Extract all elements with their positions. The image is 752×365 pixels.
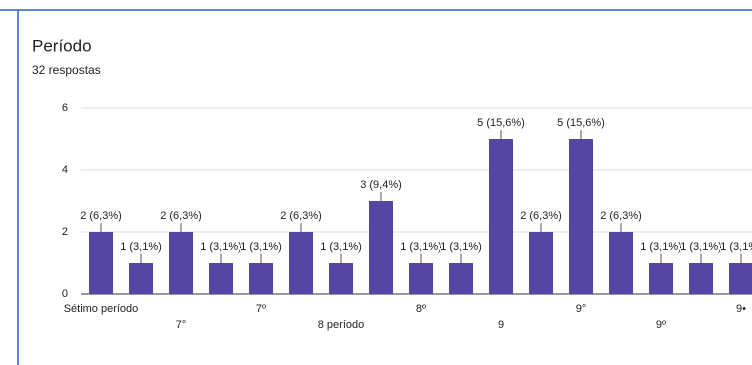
bar (689, 263, 713, 294)
value-label: 1 (3,1%) (200, 241, 242, 253)
value-label: 3 (9,4%) (360, 179, 402, 191)
value-label: 1 (3,1%) (240, 241, 282, 253)
bar (89, 232, 113, 294)
x-tick-label: 9º (656, 319, 666, 331)
value-label: 5 (15,6%) (557, 117, 605, 129)
x-tick-label: Sétimo período (64, 303, 139, 315)
value-label: 2 (6,3%) (280, 210, 322, 222)
bar (449, 263, 473, 294)
x-tick-label: 9• (736, 303, 746, 315)
y-tick-label: 2 (62, 226, 68, 238)
bar (329, 263, 353, 294)
x-tick-label: 9° (576, 303, 587, 315)
bar (649, 263, 673, 294)
bar (609, 232, 633, 294)
value-label: 2 (6,3%) (520, 210, 562, 222)
value-label: 1 (3,1%) (640, 241, 682, 253)
value-label: 1 (3,1%) (720, 241, 752, 253)
value-label: 2 (6,3%) (160, 210, 202, 222)
bar (249, 263, 273, 294)
bar (529, 232, 553, 294)
bar (169, 232, 193, 294)
y-tick-label: 0 (62, 288, 68, 300)
value-label: 1 (3,1%) (680, 241, 722, 253)
bar (729, 263, 752, 294)
value-label: 5 (15,6%) (477, 117, 525, 129)
value-label: 2 (6,3%) (80, 210, 122, 222)
value-label: 1 (3,1%) (320, 241, 362, 253)
bar (209, 263, 233, 294)
chart-subtitle: 32 respostas (32, 63, 101, 77)
bar (569, 139, 593, 294)
bar (289, 232, 313, 294)
value-label: 1 (3,1%) (120, 241, 162, 253)
bar (489, 139, 513, 294)
y-tick-label: 4 (62, 164, 68, 176)
value-label: 1 (3,1%) (440, 241, 482, 253)
x-tick-label: 8 período (318, 319, 364, 331)
value-label: 1 (3,1%) (400, 241, 442, 253)
x-tick-label: 9 (498, 319, 504, 331)
x-tick-label: 7º (256, 303, 266, 315)
bar (409, 263, 433, 294)
y-tick-label: 6 (62, 102, 68, 114)
value-label: 2 (6,3%) (600, 210, 642, 222)
chart-title: Período (32, 36, 92, 55)
x-tick-label: 7° (176, 319, 187, 331)
bar (129, 263, 153, 294)
bar (369, 201, 393, 294)
x-tick-label: 8º (416, 303, 426, 315)
